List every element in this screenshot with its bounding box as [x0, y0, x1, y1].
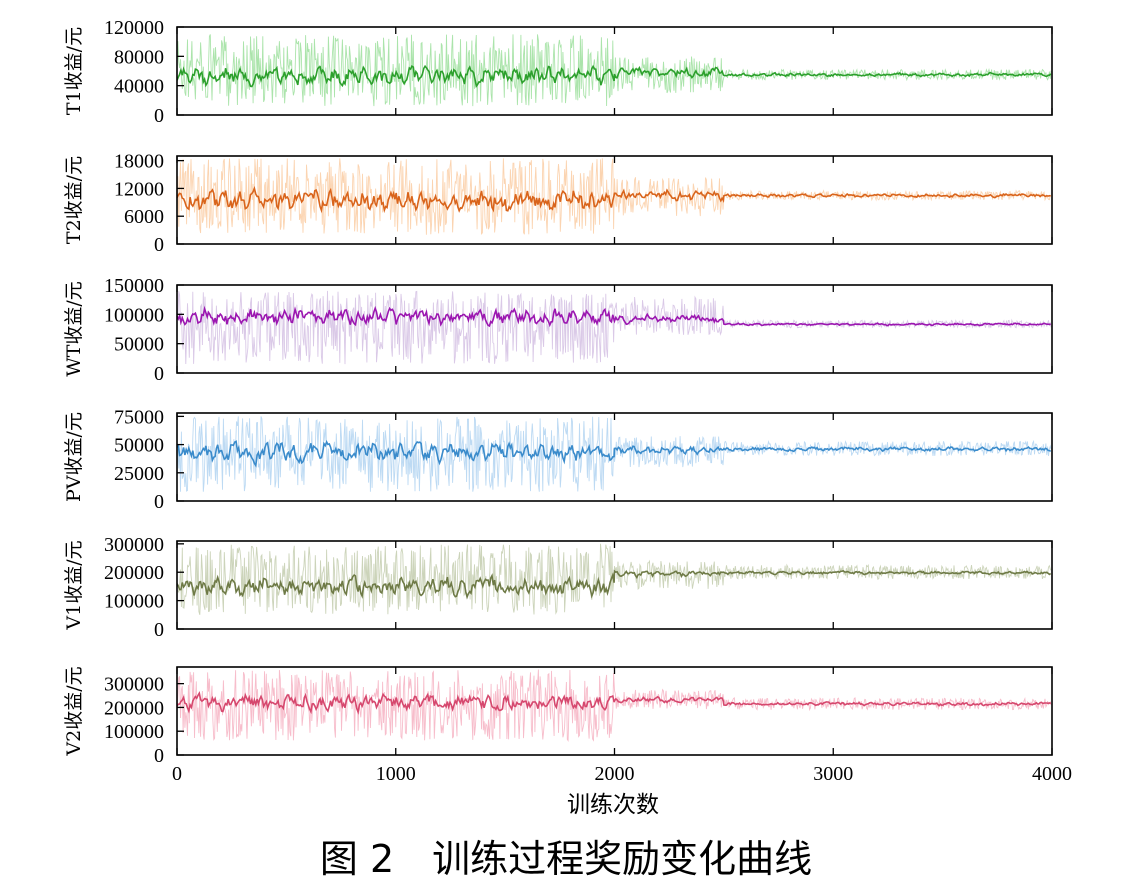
- subplot-stack: 04000080000120000T1收益/元060001200018000T2…: [63, 17, 1072, 785]
- axes-frame: [176, 26, 1053, 116]
- y-tick-label: 200000: [104, 697, 164, 719]
- y-tick-label: 0: [154, 234, 164, 256]
- y-axis-label: T1收益/元: [63, 27, 85, 115]
- y-tick-label: 25000: [114, 463, 164, 485]
- smoothed-reward-series: [176, 690, 1051, 715]
- y-axis-label: PV收益/元: [63, 412, 85, 502]
- subplot-1: 0 40000 80000 120000 T1收益/元: [63, 17, 1053, 127]
- y-tick-label: 300000: [104, 534, 164, 556]
- y-tick-label: 50000: [114, 435, 164, 457]
- y-tick-label: 100000: [104, 721, 164, 743]
- y-tick-label: 80000: [114, 46, 164, 68]
- x-axis-label: 训练次数: [567, 792, 659, 818]
- y-tick-label: 6000: [124, 206, 164, 228]
- smoothed-reward-series: [176, 439, 1052, 468]
- subplot-2: 0 6000 12000 18000 T2收益/元: [63, 151, 1053, 256]
- y-tick-label: 75000: [114, 406, 164, 428]
- smoothed-reward-series: [176, 185, 1051, 214]
- y-axis-label: V1收益/元: [63, 540, 85, 630]
- y-tick-label: 300000: [104, 674, 164, 696]
- y-tick-label: 18000: [114, 151, 164, 173]
- smoothed-reward-series: [176, 569, 1052, 600]
- y-tick-label: 200000: [104, 562, 164, 584]
- y-axis-label: T2收益/元: [63, 156, 85, 244]
- y-tick-label: 0: [154, 363, 164, 385]
- x-tick-label: 4000: [1032, 763, 1072, 785]
- y-tick-label: 50000: [114, 334, 164, 356]
- y-tick-label: 0: [154, 619, 164, 641]
- y-axis-label: WT收益/元: [63, 281, 85, 377]
- y-axis-label: V2收益/元: [63, 666, 85, 756]
- raw-reward-series: [176, 34, 1052, 107]
- y-tick-label: 40000: [114, 76, 164, 98]
- y-tick-label: 100000: [104, 304, 164, 326]
- y-tick-label: 12000: [114, 178, 164, 200]
- y-tick-label: 0: [154, 745, 164, 767]
- y-tick-label: 120000: [104, 17, 164, 39]
- subplot-3: 0 50000 100000 150000 WT收益/元: [63, 275, 1053, 385]
- x-tick-label: 1000: [376, 763, 416, 785]
- y-tick-label: 100000: [104, 591, 164, 613]
- smoothed-reward-series: [176, 305, 1051, 328]
- raw-reward-series: [176, 290, 1052, 365]
- subplot-4: 0 25000 50000 75000 PV收益/元: [63, 406, 1053, 513]
- smoothed-reward-series: [176, 64, 1052, 89]
- x-tick-label: 3000: [813, 763, 853, 785]
- subplot-5: 0 100000 200000 300000 V1收益/元: [63, 534, 1053, 641]
- x-tick-label: 0: [172, 763, 182, 785]
- axes-frame: [176, 666, 1053, 756]
- x-tick-label: 2000: [595, 763, 635, 785]
- figure-caption: 图 2 训练过程奖励变化曲线: [320, 837, 812, 881]
- y-tick-label: 150000: [104, 275, 164, 297]
- y-tick-label: 0: [154, 491, 164, 513]
- y-tick-label: 0: [154, 105, 164, 127]
